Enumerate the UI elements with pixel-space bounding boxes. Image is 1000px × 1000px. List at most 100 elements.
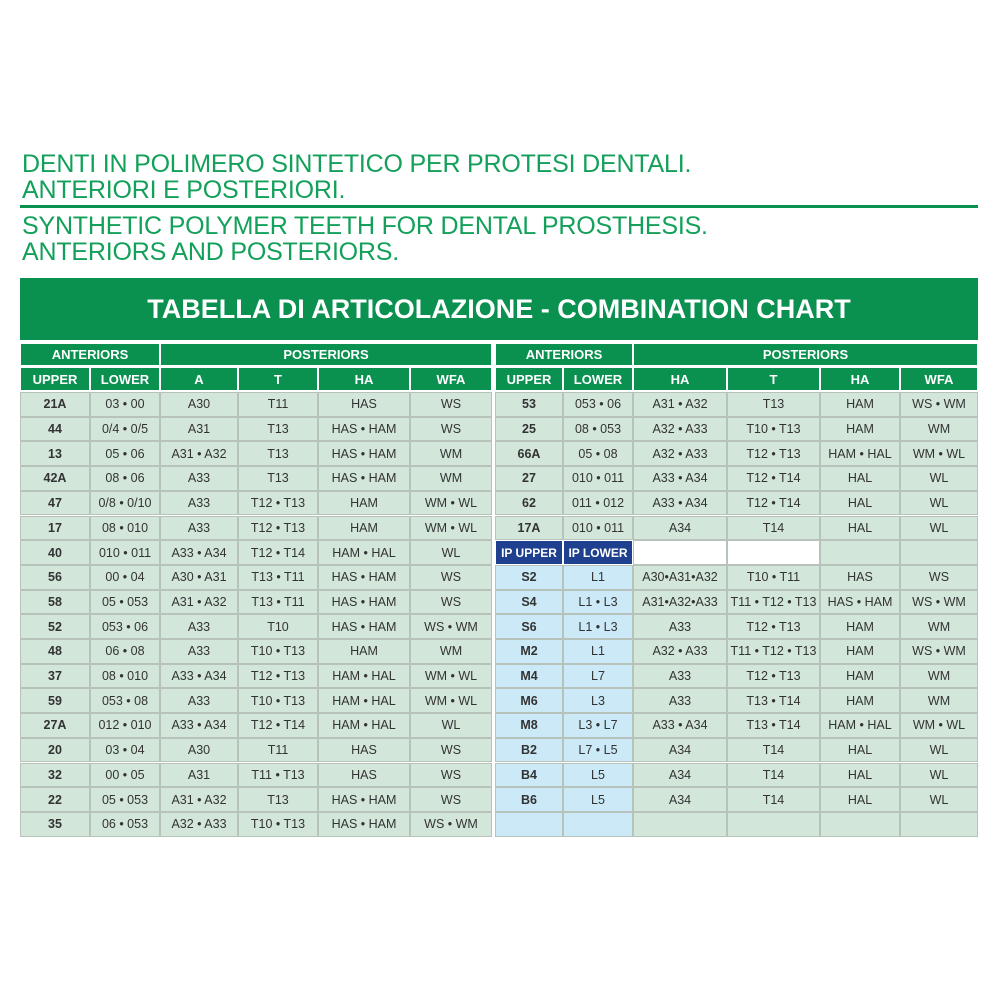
ip-header: IP UPPER	[495, 540, 563, 565]
cell: WL	[900, 515, 978, 541]
cell: A33	[160, 466, 238, 491]
cell: L1	[563, 639, 633, 664]
cell: WM • WL	[410, 663, 492, 689]
cell: 03 • 00	[90, 392, 160, 417]
cell: 27	[495, 466, 563, 491]
cell: T12 • T14	[727, 490, 820, 516]
empty-cell	[633, 811, 727, 837]
cell: T11	[238, 737, 318, 763]
cell: A33	[633, 614, 727, 639]
cell: T12 • T13	[238, 515, 318, 541]
column-header: T	[727, 367, 820, 391]
cell: 05 • 08	[563, 441, 633, 467]
cell: T13 • T14	[727, 688, 820, 714]
cell: WM	[900, 688, 978, 714]
cell: WS	[410, 589, 492, 615]
cell: 010 • 011	[563, 466, 633, 491]
cell: WL	[410, 540, 492, 565]
cell: WM	[900, 663, 978, 689]
cell: T13 • T11	[238, 564, 318, 590]
cell: T12 • T13	[727, 663, 820, 689]
cell: HAS • HAM	[318, 441, 410, 467]
cell: L7 • L5	[563, 737, 633, 763]
cell: M8	[495, 713, 563, 738]
cell: A33 • A34	[633, 713, 727, 738]
cell: A33	[160, 614, 238, 639]
cell: M6	[495, 688, 563, 714]
cell: WM	[410, 441, 492, 467]
cell: T13	[727, 392, 820, 417]
cell: S4	[495, 589, 563, 615]
cell: WS • WM	[410, 811, 492, 837]
cell: A33 • A34	[633, 466, 727, 491]
cell: 05 • 053	[90, 589, 160, 615]
cell: WL	[410, 713, 492, 738]
cell: WM	[900, 416, 978, 442]
column-header: HA	[820, 367, 900, 391]
group-header: ANTERIORS	[20, 343, 160, 366]
cell: HAM	[318, 490, 410, 516]
cell: HAL	[820, 762, 900, 788]
cell: WS	[410, 762, 492, 788]
column-header: UPPER	[495, 367, 563, 391]
cell: HAM • HAL	[820, 441, 900, 467]
cell: HAS	[318, 762, 410, 788]
cell: A32 • A33	[160, 811, 238, 837]
cell: T11	[238, 392, 318, 417]
cell: 48	[20, 639, 90, 664]
cell: HAM	[318, 639, 410, 664]
cell: HAM • HAL	[318, 688, 410, 714]
cell: HAM	[820, 416, 900, 442]
cell: T12 • T13	[727, 441, 820, 467]
cell: L1	[563, 564, 633, 590]
cell: A30•A31•A32	[633, 564, 727, 590]
cell: B2	[495, 737, 563, 763]
cell: 40	[20, 540, 90, 565]
cell: HAM	[318, 515, 410, 541]
cell: WL	[900, 490, 978, 516]
cell: WM	[410, 466, 492, 491]
cell: A33 • A34	[160, 540, 238, 565]
cell: HAS • HAM	[820, 589, 900, 615]
cell: WS • WM	[410, 614, 492, 639]
cell: T14	[727, 737, 820, 763]
cell: A33	[633, 663, 727, 689]
cell: HAS	[318, 392, 410, 417]
cell: T12 • T13	[238, 490, 318, 516]
cell: T13 • T11	[238, 589, 318, 615]
cell: 42A	[20, 466, 90, 491]
cell: L7	[563, 663, 633, 689]
cell: T11 • T12 • T13	[727, 589, 820, 615]
cell: HAS • HAM	[318, 416, 410, 442]
column-header: LOWER	[90, 367, 160, 391]
empty-cell	[633, 540, 727, 565]
column-header: LOWER	[563, 367, 633, 391]
cell: WL	[900, 737, 978, 763]
empty-cell	[727, 540, 820, 565]
cell: 13	[20, 441, 90, 467]
cell: WM • WL	[410, 688, 492, 714]
cell: B4	[495, 762, 563, 788]
cell: 08 • 010	[90, 515, 160, 541]
cell: 62	[495, 490, 563, 516]
cell: L5	[563, 787, 633, 812]
title-line: SYNTHETIC POLYMER TEETH FOR DENTAL PROST…	[22, 212, 708, 240]
column-header: T	[238, 367, 318, 391]
cell: 08 • 053	[563, 416, 633, 442]
cell: 06 • 053	[90, 811, 160, 837]
cell: HAM	[820, 392, 900, 417]
cell: A32 • A33	[633, 639, 727, 664]
cell: A34	[633, 515, 727, 541]
cell: A33 • A34	[160, 663, 238, 689]
cell: A30 • A31	[160, 564, 238, 590]
cell: A31 • A32	[160, 589, 238, 615]
cell: T13	[238, 787, 318, 812]
column-header: WFA	[410, 367, 492, 391]
empty-cell	[820, 811, 900, 837]
cell: T14	[727, 515, 820, 541]
cell: T10 • T13	[727, 416, 820, 442]
cell: T11 • T13	[238, 762, 318, 788]
column-header: HA	[318, 367, 410, 391]
cell: WL	[900, 787, 978, 812]
rule	[20, 205, 978, 208]
